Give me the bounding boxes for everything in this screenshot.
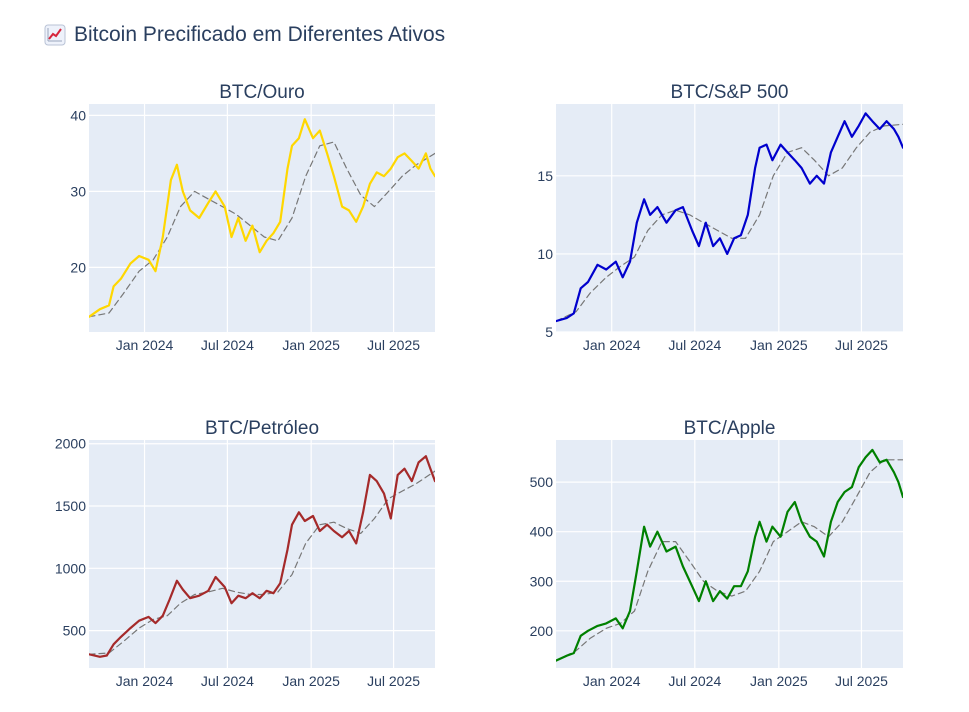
subplot-title: BTC/Ouro <box>219 82 305 103</box>
chart-btc-apple: BTC/Apple Jan 2024 Jul 2024 Jan 2025 Jul 202… <box>530 418 903 689</box>
x-tick-label: Jan 2025 <box>282 337 340 353</box>
chart-btc-sp500: BTC/S&P 500 Jan 2024 Jul 2024 Jan 2025 Jul 2… <box>537 82 903 353</box>
subplot-title: BTC/Apple <box>684 418 776 439</box>
series-line-btc-apple <box>556 448 903 662</box>
y-tick-label: 500 <box>530 474 554 490</box>
y-tick-label: 5 <box>545 324 553 340</box>
moving-average-line <box>556 123 903 322</box>
x-tick-label: Jul 2024 <box>668 337 721 353</box>
x-tick-label: Jul 2025 <box>367 337 420 353</box>
x-tick-label: Jan 2024 <box>116 673 174 689</box>
x-tick-label: Jul 2025 <box>367 673 420 689</box>
y-tick-label: 500 <box>63 623 87 639</box>
plot-background <box>89 440 435 668</box>
plot-background <box>556 440 903 668</box>
x-tick-label: Jul 2025 <box>835 673 888 689</box>
chart-btc-petroleo: BTC/Petróleo Jan 2024 Jul 2024 Jan 2025 Jul … <box>55 418 435 689</box>
y-tick-label: 40 <box>70 107 86 123</box>
subplot-title: BTC/S&P 500 <box>671 82 789 103</box>
series-line-btc-petroleo <box>89 455 435 658</box>
y-tick-label: 300 <box>530 573 554 589</box>
x-tick-label: Jan 2024 <box>583 673 641 689</box>
chart-increasing-icon <box>44 24 66 46</box>
page-title: Bitcoin Precificado em Diferentes Ativos <box>44 20 445 50</box>
page-title-text: Bitcoin Precificado em Diferentes Ativos <box>74 23 446 46</box>
y-tick-label: 30 <box>70 183 86 199</box>
series-line-btc-sp500 <box>556 112 903 323</box>
x-tick-label: Jul 2024 <box>201 337 254 353</box>
x-tick-label: Jan 2025 <box>282 673 340 689</box>
x-tick-label: Jan 2025 <box>750 673 808 689</box>
plot-background <box>89 104 435 332</box>
x-tick-label: Jul 2024 <box>201 673 254 689</box>
x-tick-label: Jul 2024 <box>668 673 721 689</box>
y-tick-label: 10 <box>537 246 553 262</box>
x-tick-label: Jul 2025 <box>835 337 888 353</box>
y-tick-label: 200 <box>530 623 554 639</box>
series-line-btc-ouro <box>89 118 435 318</box>
x-tick-label: Jan 2024 <box>116 337 174 353</box>
y-tick-label: 2000 <box>55 436 86 452</box>
y-tick-label: 15 <box>537 168 553 184</box>
moving-average-line <box>89 141 435 318</box>
chart-btc-ouro: BTC/Ouro Jan 2024 Jul 2024 Jan 2025 Jul 2025… <box>70 82 435 353</box>
subplot-title: BTC/Petróleo <box>205 418 319 439</box>
x-tick-label: Jan 2024 <box>583 337 641 353</box>
y-tick-label: 20 <box>70 259 86 275</box>
y-tick-label: 1000 <box>55 560 86 576</box>
y-tick-label: 400 <box>530 524 554 540</box>
y-tick-label: 1500 <box>55 498 86 514</box>
x-tick-label: Jan 2025 <box>750 337 808 353</box>
plot-background <box>556 104 903 332</box>
